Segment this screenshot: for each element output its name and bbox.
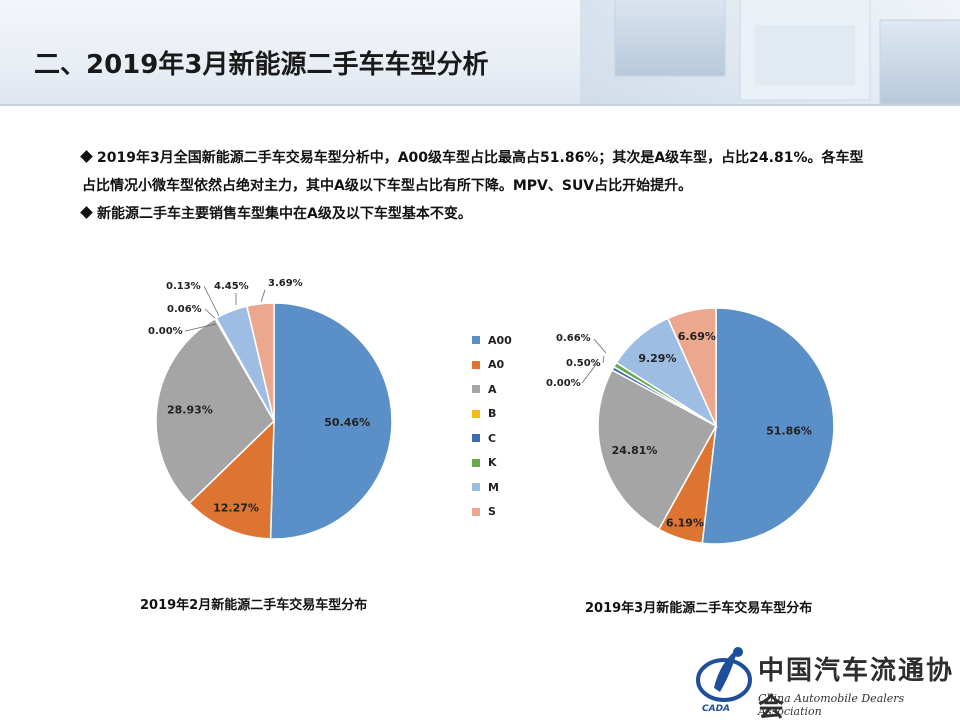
- legend-item: B: [472, 402, 512, 427]
- legend-label: A0: [488, 358, 505, 372]
- header-band: 二、2019年3月新能源二手车车型分析: [0, 0, 960, 104]
- pie-chart: 50.46% 12.27% 28.93% 0.00% 0.06% 0.13% 4.45% 3.…: [148, 278, 393, 540]
- bullet-text: 2019年3月全国新能源二手车交易车型分析中，A00级车型占比最高占51.86%…: [82, 150, 864, 194]
- pie-slice-k: [612, 361, 717, 427]
- label-leader-line: [593, 338, 607, 354]
- pie-slice-a00: [269, 302, 393, 540]
- legend-label: S: [488, 505, 496, 519]
- slice-label: 51.86%: [766, 424, 812, 437]
- slice-label: 28.93%: [167, 403, 213, 416]
- bullet-text: 新能源二手车主要销售车型集中在A级及以下车型基本不变。: [97, 206, 472, 222]
- association-logo: CADA 中国汽车流通协会 China Automobile Dealers A…: [688, 640, 960, 723]
- legend-item: K: [472, 451, 512, 476]
- pie-slice-c: [611, 365, 717, 427]
- slice-label: 4.45%: [214, 281, 249, 292]
- label-leader-line: [581, 361, 599, 384]
- chart-legend: A00 A0 A B C K M S: [472, 328, 512, 524]
- bullet-item: 新能源二手车主要销售车型集中在A级及以下车型基本不变。: [80, 200, 872, 228]
- pie-slice-a0: [188, 419, 275, 540]
- legend-swatch: [472, 336, 480, 345]
- legend-swatch: [472, 507, 480, 516]
- label-leader-line: [184, 323, 217, 332]
- page-title: 二、2019年3月新能源二手车车型分析: [34, 50, 489, 80]
- chart-caption-feb: 2019年2月新能源二手车交易车型分布: [140, 598, 368, 613]
- pie-slice-a: [155, 317, 275, 505]
- pie-chart: 51.86% 6.19% 24.81% 0.00% 0.50% 0.66% 9.29%6.6…: [546, 307, 835, 545]
- legend-label: M: [488, 480, 499, 494]
- legend-item: M: [472, 475, 512, 500]
- slice-label: 3.69%: [268, 278, 303, 289]
- label-leader-line: [260, 289, 266, 303]
- slice-label: 0.66%: [556, 333, 591, 344]
- legend-label: K: [488, 456, 497, 470]
- pie-slice-a: [597, 369, 718, 531]
- legend-item: C: [472, 426, 512, 451]
- slice-label: 12.27%: [213, 501, 259, 514]
- logo-abbreviation: CADA: [702, 704, 731, 714]
- title-divider: [0, 104, 960, 106]
- slice-label: 24.81%: [612, 444, 658, 457]
- slice-label: 0.13%: [166, 281, 201, 292]
- legend-label: A: [488, 382, 497, 396]
- slice-label: 6.19%: [666, 517, 704, 530]
- slice-label: 9.29%: [638, 352, 676, 365]
- legend-swatch: [472, 385, 480, 394]
- legend-swatch: [472, 458, 480, 467]
- bullet-item: 2019年3月全国新能源二手车交易车型分析中，A00级车型占比最高占51.86%…: [80, 144, 872, 200]
- label-leader-line: [204, 308, 218, 321]
- pie-slice-a0: [657, 425, 717, 545]
- diamond-bullet-icon: [80, 206, 93, 219]
- legend-label: C: [488, 431, 497, 445]
- legend-swatch: [472, 360, 480, 369]
- diamond-bullet-icon: [80, 150, 93, 163]
- legend-label: A00: [488, 333, 512, 347]
- chart-caption-mar: 2019年3月新能源二手车交易车型分布: [585, 601, 813, 616]
- slice-label: 0.00%: [546, 378, 581, 389]
- legend-swatch: [472, 409, 480, 418]
- pie-slice-s: [666, 307, 717, 427]
- slice-label: 6.69%: [678, 330, 716, 343]
- legend-swatch: [472, 483, 480, 492]
- pie-slice-s: [245, 302, 275, 422]
- legend-label: B: [488, 407, 497, 421]
- legend-item: A0: [472, 353, 512, 378]
- logo-english-name: China Automobile Dealers Association: [758, 692, 905, 718]
- slice-label: 0.50%: [566, 358, 601, 369]
- pie-slice-m: [615, 317, 718, 428]
- label-leader-line: [602, 355, 605, 364]
- pie-slice-c: [213, 317, 275, 422]
- header-decoration: [580, 0, 960, 104]
- bullet-list: 2019年3月全国新能源二手车交易车型分析中，A00级车型占比最高占51.86%…: [80, 144, 872, 228]
- pie-slice-m: [215, 305, 275, 422]
- slice-label: 50.46%: [324, 416, 370, 429]
- legend-swatch: [472, 434, 480, 443]
- slice-label: 0.00%: [148, 326, 183, 337]
- slice-label: 0.06%: [167, 304, 202, 315]
- logo-name: 中国汽车流通协会: [758, 656, 955, 723]
- legend-item: A00: [472, 328, 512, 353]
- legend-item: S: [472, 500, 512, 525]
- legend-item: A: [472, 377, 512, 402]
- label-leader-line: [203, 285, 221, 319]
- pie-slice-a00: [701, 307, 835, 545]
- cada-emblem-icon: [696, 647, 752, 702]
- pie-slice-k: [214, 317, 275, 422]
